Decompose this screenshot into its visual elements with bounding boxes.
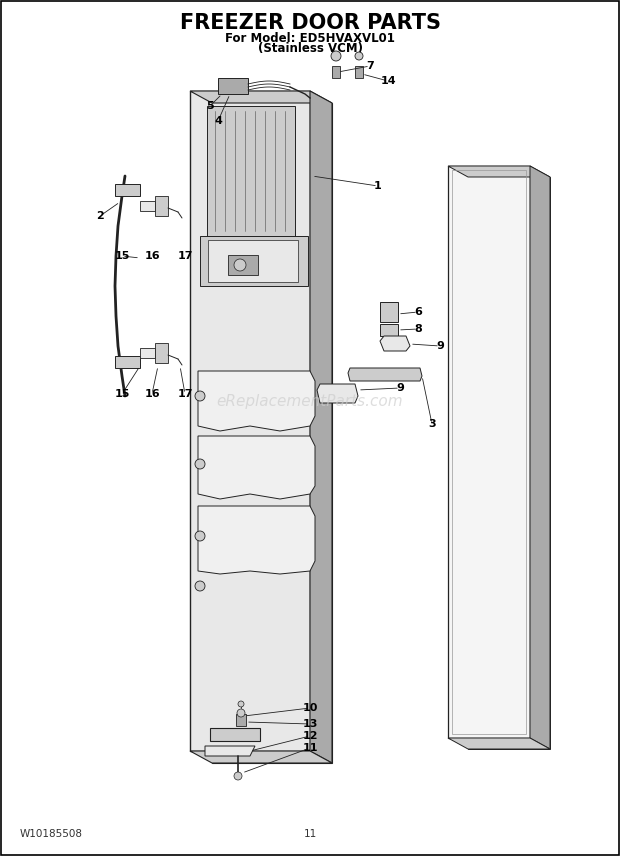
Text: W10185508: W10185508: [20, 829, 83, 839]
Text: 16: 16: [144, 251, 160, 261]
Text: 10: 10: [303, 703, 317, 713]
Polygon shape: [190, 91, 332, 103]
Circle shape: [237, 709, 245, 717]
Polygon shape: [317, 384, 358, 403]
Polygon shape: [380, 302, 398, 322]
Polygon shape: [468, 177, 550, 749]
Polygon shape: [198, 371, 315, 431]
Text: 8: 8: [414, 324, 422, 334]
Text: 15: 15: [114, 251, 130, 261]
Text: 7: 7: [366, 61, 374, 71]
Polygon shape: [190, 751, 332, 763]
Circle shape: [195, 459, 205, 469]
Text: (Stainless VCM): (Stainless VCM): [257, 41, 363, 55]
Polygon shape: [190, 91, 310, 751]
Circle shape: [234, 772, 242, 780]
Text: 16: 16: [144, 389, 160, 399]
Polygon shape: [140, 201, 155, 211]
Polygon shape: [115, 184, 140, 196]
Polygon shape: [155, 196, 168, 216]
Text: 15: 15: [114, 389, 130, 399]
Polygon shape: [448, 738, 550, 749]
Polygon shape: [380, 336, 410, 351]
Polygon shape: [212, 103, 332, 763]
Circle shape: [331, 51, 341, 61]
Polygon shape: [236, 714, 246, 726]
Circle shape: [195, 391, 205, 401]
Text: 3: 3: [428, 419, 436, 429]
Text: 11: 11: [303, 829, 317, 839]
Text: 4: 4: [214, 116, 222, 126]
Text: For Model: ED5HVAXVL01: For Model: ED5HVAXVL01: [225, 32, 395, 45]
Text: 13: 13: [303, 719, 317, 729]
Text: 2: 2: [96, 211, 104, 221]
Text: eReplacementParts.com: eReplacementParts.com: [216, 394, 404, 408]
Polygon shape: [380, 324, 398, 336]
Text: 14: 14: [380, 76, 396, 86]
Text: 6: 6: [414, 307, 422, 317]
Polygon shape: [348, 368, 422, 381]
Polygon shape: [530, 166, 550, 749]
Polygon shape: [332, 66, 340, 78]
Text: 17: 17: [177, 389, 193, 399]
Circle shape: [238, 701, 244, 707]
Circle shape: [195, 581, 205, 591]
Circle shape: [234, 259, 246, 271]
Circle shape: [195, 531, 205, 541]
Text: 9: 9: [436, 341, 444, 351]
Text: 5: 5: [206, 101, 214, 111]
Polygon shape: [198, 436, 315, 499]
Polygon shape: [198, 506, 315, 574]
Polygon shape: [228, 255, 258, 275]
Polygon shape: [355, 66, 363, 78]
Polygon shape: [207, 106, 295, 236]
Text: 12: 12: [303, 731, 317, 741]
Polygon shape: [448, 166, 530, 738]
Circle shape: [355, 52, 363, 60]
Polygon shape: [200, 236, 308, 286]
Polygon shape: [310, 91, 332, 763]
Polygon shape: [205, 746, 255, 756]
Polygon shape: [115, 356, 140, 368]
Text: FREEZER DOOR PARTS: FREEZER DOOR PARTS: [180, 13, 440, 33]
Text: 9: 9: [396, 383, 404, 393]
Polygon shape: [155, 343, 168, 363]
Text: 11: 11: [303, 743, 317, 753]
Polygon shape: [140, 348, 155, 358]
Polygon shape: [208, 240, 298, 282]
Polygon shape: [448, 166, 550, 177]
Text: 17: 17: [177, 251, 193, 261]
Text: 1: 1: [374, 181, 382, 191]
Polygon shape: [210, 728, 260, 741]
Polygon shape: [218, 78, 248, 94]
